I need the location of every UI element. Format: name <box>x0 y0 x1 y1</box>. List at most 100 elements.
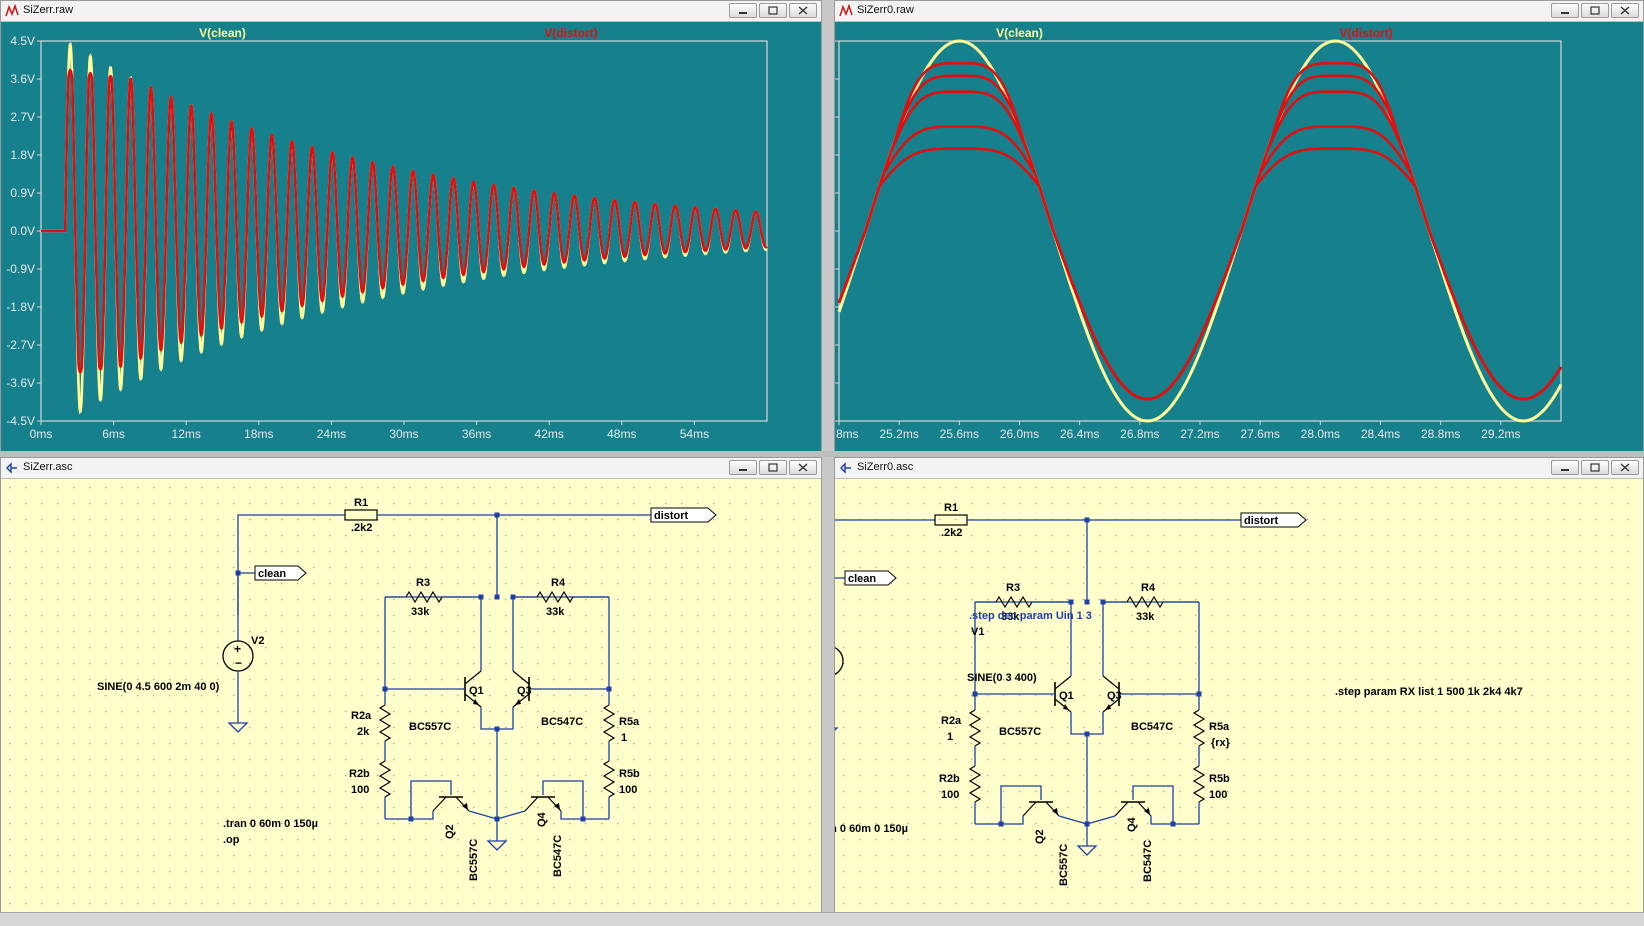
title-bar[interactable]: SiZerr.asc <box>1 458 821 479</box>
wire[interactable] <box>1086 815 1116 825</box>
resistor[interactable] <box>344 509 378 521</box>
label-q4: Q4 <box>1126 816 1138 832</box>
waveform-window-2[interactable]: SiZerr0.raw 3.0V2.4V1.8V1.2V0.6V0.0V-0.6… <box>834 0 1644 452</box>
x-tick-label: 54ms <box>680 427 709 441</box>
label-r1-value: .2k2 <box>941 527 962 539</box>
resistor[interactable] <box>1192 709 1206 747</box>
plus-icon: + <box>234 642 241 656</box>
minimize-button[interactable] <box>1551 3 1579 18</box>
transistor-arrow <box>515 699 521 705</box>
label-r1: R1 <box>944 502 958 514</box>
y-tick-label: 4.5V <box>10 34 35 48</box>
schematic-2[interactable]: R1 .2k2 distort clean R3 33k R4 33k Q1 Q3 BC557C BC… <box>835 479 1643 912</box>
wire[interactable] <box>835 519 935 620</box>
window-title: SiZerr0.asc <box>857 461 914 473</box>
label-r1: R1 <box>354 497 368 509</box>
wire[interactable] <box>468 810 498 820</box>
resistor[interactable] <box>1192 765 1206 803</box>
ground-symbol[interactable] <box>1076 845 1098 856</box>
resistor[interactable] <box>602 704 616 742</box>
maximize-button[interactable] <box>1581 460 1609 475</box>
schematic-canvas[interactable]: R1 .2k2 distort clean R3 33k R4 33k Q1 Q3 BC557C BC… <box>1 479 821 912</box>
minimize-button[interactable] <box>729 3 757 18</box>
x-tick-label: 24.8ms <box>835 427 859 441</box>
x-tick-label: 24ms <box>317 427 346 441</box>
wire[interactable] <box>542 780 584 819</box>
resistor[interactable] <box>968 709 982 747</box>
wire[interactable] <box>480 707 514 730</box>
waveform-plot-1[interactable]: 4.5V 3.6V 2.7V 1.8V 0.9V 0.0V -0.9V -1.8V -2.7V -… <box>1 22 821 451</box>
net-label-flag[interactable] <box>844 570 897 586</box>
net-label-flag[interactable] <box>254 565 307 581</box>
title-bar[interactable]: SiZerr.raw <box>1 1 821 22</box>
waveform-icon <box>839 4 853 17</box>
legend-distort[interactable]: V(distort) <box>1339 26 1392 40</box>
ground-symbol[interactable] <box>835 727 839 737</box>
label-q3-model: BC547C <box>1131 721 1173 733</box>
maximize-button[interactable] <box>759 460 787 475</box>
resistor[interactable] <box>1126 595 1164 609</box>
wire[interactable] <box>560 811 609 820</box>
resistor[interactable] <box>405 590 443 604</box>
plot-area[interactable]: 3.0V2.4V1.8V1.2V0.6V0.0V-0.6V-1.2V-1.8V-… <box>835 22 1643 451</box>
pane-separator[interactable] <box>0 451 1644 457</box>
x-tick-label: 42ms <box>535 427 564 441</box>
wire[interactable] <box>1000 785 1042 824</box>
status-strip <box>0 912 1644 926</box>
legend-clean[interactable]: V(clean) <box>199 26 246 40</box>
plot-area[interactable]: 4.5V 3.6V 2.7V 1.8V 0.9V 0.0V -0.9V -1.8V -2.7V -… <box>1 22 821 451</box>
wire[interactable] <box>1070 712 1104 735</box>
legend-clean[interactable]: V(clean) <box>996 26 1043 40</box>
close-button[interactable] <box>1611 460 1639 475</box>
close-button[interactable] <box>789 3 817 18</box>
schematic-canvas[interactable]: R1 .2k2 distort clean R3 33k R4 33k Q1 Q3 BC557C BC… <box>835 479 1643 912</box>
schematic-icon <box>6 462 17 474</box>
wire[interactable] <box>410 780 452 819</box>
close-button[interactable] <box>789 460 817 475</box>
resistor[interactable] <box>378 760 392 798</box>
maximize-button[interactable] <box>1581 3 1609 18</box>
ground-symbol[interactable] <box>486 840 508 851</box>
wire[interactable] <box>1001 816 1024 825</box>
label-r3-value: 33k <box>1001 611 1020 623</box>
x-tick-label: 26.0ms <box>1000 427 1039 441</box>
net-label-flag[interactable] <box>650 507 717 523</box>
ground-symbol[interactable] <box>227 722 249 733</box>
wire[interactable] <box>496 810 526 820</box>
wire[interactable] <box>411 811 434 820</box>
legend-distort[interactable]: V(distort) <box>544 26 597 40</box>
wire[interactable] <box>1150 816 1199 825</box>
close-button[interactable] <box>1611 3 1639 18</box>
resistor[interactable] <box>536 590 574 604</box>
schematic-1[interactable]: R1 .2k2 distort clean R3 33k R4 33k Q1 Q3 BC557C BC… <box>1 479 821 912</box>
label-r5b-value: 100 <box>619 784 637 796</box>
minimize-button[interactable] <box>1551 460 1579 475</box>
x-tick-label: 25.6ms <box>940 427 979 441</box>
wire[interactable] <box>237 514 345 615</box>
maximize-button[interactable] <box>759 3 787 18</box>
label-r2b-value: 100 <box>351 784 369 796</box>
resistor[interactable] <box>602 760 616 798</box>
transistor-collector <box>1102 675 1120 690</box>
waveform-window-1[interactable]: SiZerr.raw 4.5V 3.6V 2.7V 1.8V 0.9V 0.0V -0.9V… <box>0 0 822 452</box>
transistor-collector <box>432 796 447 812</box>
schematic-window-1[interactable]: SiZerr.asc R1 .2k2 distort clean R3 33k R4 33k Q… <box>0 457 822 913</box>
resistor[interactable] <box>378 704 392 742</box>
transistor-arrow <box>1105 704 1111 710</box>
y-tick-label: -4.5V <box>6 414 35 428</box>
title-bar[interactable]: SiZerr0.raw <box>835 1 1643 22</box>
resistor[interactable] <box>995 595 1033 609</box>
x-tick-label: 18ms <box>244 427 273 441</box>
minimize-button[interactable] <box>729 460 757 475</box>
waveform-plot-2[interactable]: 3.0V2.4V1.8V1.2V0.6V0.0V-0.6V-1.2V-1.8V-… <box>835 22 1643 451</box>
resistor[interactable] <box>968 765 982 803</box>
wire[interactable] <box>1132 785 1174 824</box>
transistor-arrow <box>473 699 479 705</box>
label-r4: R4 <box>1141 582 1156 594</box>
voltage-source[interactable] <box>835 646 844 676</box>
label-q2: Q2 <box>1034 829 1046 844</box>
title-bar[interactable]: SiZerr0.asc <box>835 458 1643 479</box>
net-label-flag[interactable] <box>1240 512 1307 528</box>
wire[interactable] <box>1058 815 1088 825</box>
schematic-window-2[interactable]: SiZerr0.asc R1 .2k2 distort clean R3 33k R4 33k… <box>834 457 1644 913</box>
